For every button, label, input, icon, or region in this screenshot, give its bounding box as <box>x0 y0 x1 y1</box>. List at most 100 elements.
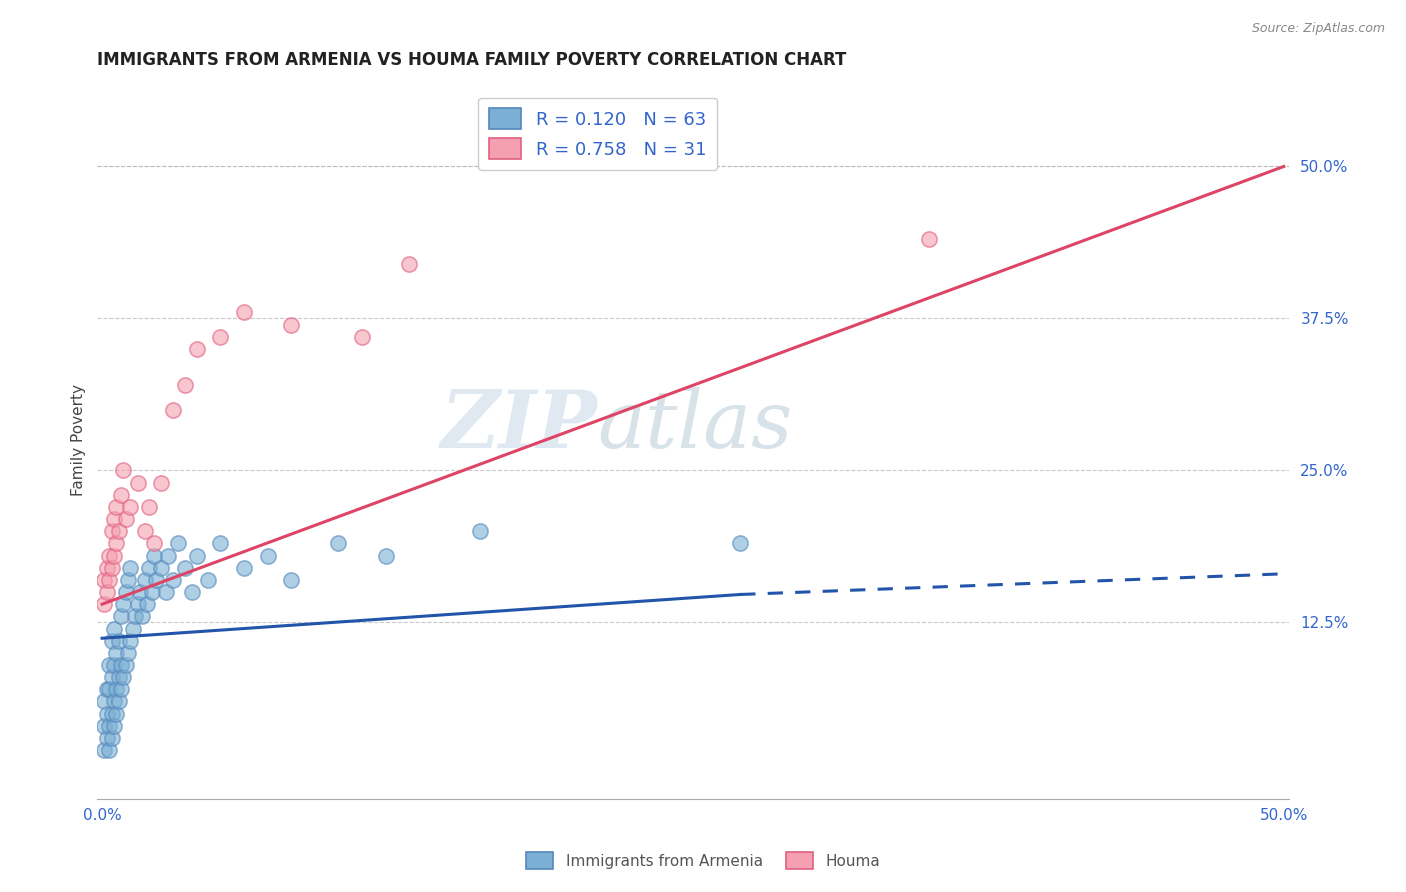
Point <box>131 609 153 624</box>
Point <box>93 694 115 708</box>
Point <box>728 536 751 550</box>
Point <box>128 585 150 599</box>
Point <box>103 512 125 526</box>
Y-axis label: Family Poverty: Family Poverty <box>72 384 86 496</box>
Point <box>197 573 219 587</box>
Point <box>98 549 121 563</box>
Point <box>120 560 142 574</box>
Point <box>103 622 125 636</box>
Point <box>96 560 118 574</box>
Point <box>138 500 160 514</box>
Point <box>100 560 122 574</box>
Text: atlas: atlas <box>598 387 793 465</box>
Point <box>209 329 232 343</box>
Point <box>105 536 128 550</box>
Point <box>143 536 166 550</box>
Point <box>103 694 125 708</box>
Point <box>105 500 128 514</box>
Point <box>136 597 159 611</box>
Point <box>155 585 177 599</box>
Point <box>143 549 166 563</box>
Point <box>918 232 941 246</box>
Point <box>173 378 195 392</box>
Point <box>186 549 208 563</box>
Point <box>105 646 128 660</box>
Point <box>280 573 302 587</box>
Point <box>120 633 142 648</box>
Point <box>107 670 129 684</box>
Point <box>112 463 135 477</box>
Point <box>93 573 115 587</box>
Point <box>112 670 135 684</box>
Point <box>100 706 122 721</box>
Point <box>134 524 156 539</box>
Point <box>114 658 136 673</box>
Point <box>150 475 173 490</box>
Point <box>127 475 149 490</box>
Point <box>98 743 121 757</box>
Point <box>134 573 156 587</box>
Point <box>100 670 122 684</box>
Point <box>103 658 125 673</box>
Point <box>96 682 118 697</box>
Point <box>96 706 118 721</box>
Point <box>93 743 115 757</box>
Point <box>100 524 122 539</box>
Text: IMMIGRANTS FROM ARMENIA VS HOUMA FAMILY POVERTY CORRELATION CHART: IMMIGRANTS FROM ARMENIA VS HOUMA FAMILY … <box>97 51 846 69</box>
Text: ZIP: ZIP <box>440 387 598 465</box>
Point <box>96 731 118 745</box>
Point <box>107 694 129 708</box>
Point <box>107 524 129 539</box>
Point <box>98 719 121 733</box>
Point <box>470 524 492 539</box>
Legend: R = 0.120   N = 63, R = 0.758   N = 31: R = 0.120 N = 63, R = 0.758 N = 31 <box>478 97 717 170</box>
Point <box>280 318 302 332</box>
Point <box>141 585 163 599</box>
Point <box>103 719 125 733</box>
Point <box>138 560 160 574</box>
Point <box>110 609 132 624</box>
Point <box>166 536 188 550</box>
Point <box>114 512 136 526</box>
Point <box>110 488 132 502</box>
Point <box>150 560 173 574</box>
Point <box>352 329 374 343</box>
Point <box>374 549 396 563</box>
Point <box>98 658 121 673</box>
Point <box>114 585 136 599</box>
Point <box>186 342 208 356</box>
Point <box>173 560 195 574</box>
Point <box>120 500 142 514</box>
Point <box>162 402 184 417</box>
Point <box>105 682 128 697</box>
Point <box>93 597 115 611</box>
Point <box>232 560 254 574</box>
Point <box>157 549 180 563</box>
Point <box>145 573 167 587</box>
Point <box>117 646 139 660</box>
Point <box>256 549 278 563</box>
Point <box>107 633 129 648</box>
Text: Source: ZipAtlas.com: Source: ZipAtlas.com <box>1251 22 1385 36</box>
Point <box>162 573 184 587</box>
Point <box>398 257 420 271</box>
Point <box>328 536 350 550</box>
Point <box>98 682 121 697</box>
Point <box>105 706 128 721</box>
Point <box>100 731 122 745</box>
Point <box>117 573 139 587</box>
Point <box>98 573 121 587</box>
Point <box>93 719 115 733</box>
Point <box>110 682 132 697</box>
Point <box>121 622 143 636</box>
Point <box>209 536 232 550</box>
Point <box>96 585 118 599</box>
Point <box>124 609 146 624</box>
Point <box>232 305 254 319</box>
Legend: Immigrants from Armenia, Houma: Immigrants from Armenia, Houma <box>520 846 886 875</box>
Point <box>100 633 122 648</box>
Point <box>112 597 135 611</box>
Point <box>103 549 125 563</box>
Point <box>127 597 149 611</box>
Point <box>110 658 132 673</box>
